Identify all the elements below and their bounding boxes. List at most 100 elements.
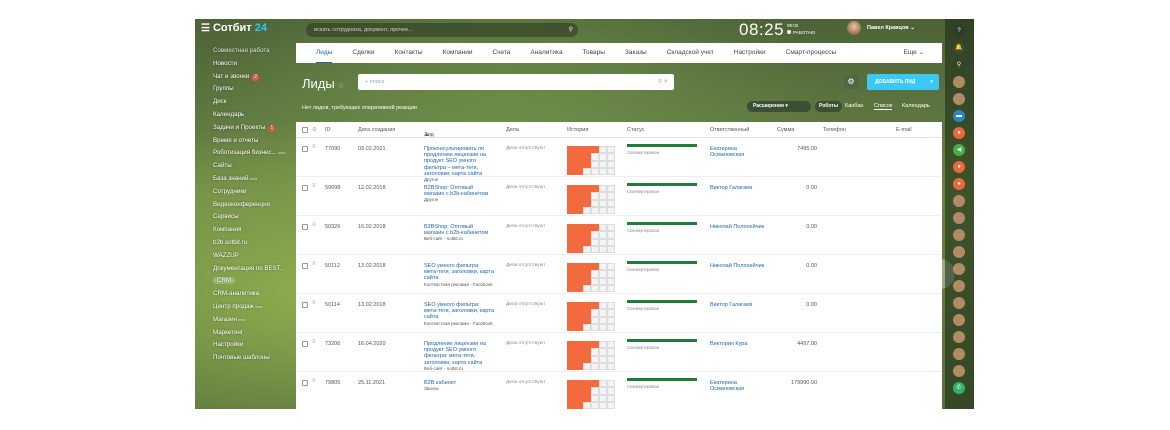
lead-name-link[interactable]: B2BShop: Оптовый магазин с b2b-кабинетом… (424, 185, 494, 202)
workday-status[interactable]: 09:00 РАБОТАЮ (787, 22, 815, 36)
sidebar-item[interactable]: Календарь (195, 109, 295, 122)
extensions-button[interactable]: Расширения ▾ (747, 101, 811, 112)
row-menu-icon[interactable]: ≡ (312, 261, 316, 267)
search-icon[interactable]: ⚲ (956, 62, 962, 68)
status-cell[interactable]: Сконвертирован (627, 144, 697, 155)
sidebar-item[interactable]: Видеоконференции (195, 199, 295, 212)
status-cell[interactable]: Сконвертирован (627, 261, 697, 272)
chevron-down-icon[interactable]: ▾ (930, 79, 933, 85)
lead-name-link[interactable]: SEO умного фильтра: мета-теги, заголовки… (424, 302, 494, 326)
row-checkbox[interactable] (302, 302, 308, 308)
responsible-link[interactable]: Николай Полонейчик (710, 224, 765, 230)
table-row[interactable]: ≡ 50112 13.02.2018 SEO умного фильтра: мета… (296, 255, 942, 294)
row-menu-icon[interactable]: ≡ (312, 183, 316, 189)
sidebar-item[interactable]: Диск (195, 96, 295, 109)
sidebar-item[interactable]: Время и отчеты (195, 135, 295, 148)
row-checkbox[interactable] (302, 146, 308, 152)
row-menu-icon[interactable]: ≡ (312, 222, 316, 228)
sidebar-item[interactable]: Настройки (195, 339, 295, 352)
status-cell[interactable]: Сконвертирован (627, 339, 697, 350)
row-checkbox[interactable] (302, 380, 308, 386)
responsible-link[interactable]: Виктор Галагаев (710, 302, 753, 308)
sidebar-item[interactable]: Компания (195, 224, 295, 237)
status-cell[interactable]: Сконвертирован (627, 300, 697, 311)
sidebar-item[interactable]: Почтовые шаблоны (195, 352, 295, 365)
sidebar-item[interactable]: WAZZUP (195, 250, 295, 263)
tab-item[interactable]: Счета (492, 49, 511, 56)
tab-more[interactable]: Еще ⌄ (904, 43, 925, 63)
tab-item[interactable]: Сделки (352, 49, 375, 56)
col-history[interactable]: История (567, 127, 589, 133)
sidebar-item[interactable]: База знанийbeta (195, 173, 295, 186)
responsible-link[interactable]: Екатерина Османовская (710, 380, 745, 393)
tab-item[interactable]: Контакты (394, 49, 423, 56)
sidebar-item[interactable]: Сайты (195, 160, 295, 173)
row-menu-icon[interactable]: ≡ (312, 378, 316, 384)
sidebar-item[interactable]: Задачи и Проекты 1 (195, 122, 295, 135)
col-status[interactable]: Статус (627, 127, 645, 133)
search-clear-icon[interactable]: ⚲ ✕ (657, 79, 668, 85)
sidebar-item[interactable]: Магазинbeta (195, 314, 295, 327)
filter-search-input[interactable]: + поиск ⚲ ✕ (358, 74, 674, 90)
view-calendar[interactable]: Календарь (902, 103, 930, 109)
avatar[interactable] (953, 93, 965, 105)
status-cell[interactable]: Сконвертирован (627, 222, 697, 233)
avatar[interactable] (953, 365, 965, 377)
col-email[interactable]: E-mail (896, 127, 912, 133)
status-cell[interactable]: Сконвертирован (627, 183, 697, 194)
table-row[interactable]: ≡ 50114 13.02.2018 SEO умного фильтра: мета… (296, 294, 942, 333)
view-list[interactable]: Список (874, 103, 893, 110)
avatar[interactable] (953, 297, 965, 309)
tab-item[interactable]: Заказы (624, 49, 647, 56)
responsible-link[interactable]: Николай Полонейчик (710, 263, 765, 269)
phone-icon[interactable]: ✆ (953, 382, 965, 394)
row-checkbox[interactable] (302, 341, 308, 347)
row-checkbox[interactable] (302, 224, 308, 230)
sidebar-item[interactable]: Документация по BEST... (195, 263, 295, 276)
col-id[interactable]: ID (325, 127, 331, 133)
lead-name-link[interactable]: B2B кабинет Звонок (424, 380, 494, 391)
sidebar-item[interactable]: Сервисы (195, 211, 295, 224)
tab-item[interactable]: Лиды (316, 43, 333, 63)
sidebar-item[interactable]: CRM-аналитика (195, 288, 295, 301)
col-sum[interactable]: Сумма (777, 127, 795, 133)
global-search-input[interactable]: искать сотрудника, документ, прочее... ⚲ (306, 23, 578, 37)
search-icon[interactable]: ⚲ (568, 27, 573, 33)
sidebar-item[interactable]: Центр продажnew (195, 301, 295, 314)
sidebar-item[interactable]: Новости (195, 58, 295, 71)
row-checkbox[interactable] (302, 185, 308, 191)
lead-name-link[interactable]: SEO умного фильтра: мета-теги, заголовки… (424, 263, 494, 287)
user-avatar[interactable] (847, 21, 861, 35)
add-lead-button[interactable]: ДОБАВИТЬ ЛИД ▾ (867, 74, 939, 90)
sidebar-item[interactable]: b2b.sotbit.ru (195, 237, 295, 250)
group-icon[interactable]: ● (953, 178, 965, 190)
sidebar-item[interactable]: Роботизация бизнес...beta (195, 147, 295, 160)
menu-burger-icon[interactable]: ☰ (201, 23, 210, 34)
avatar[interactable] (953, 280, 965, 292)
row-menu-icon[interactable]: ≡ (312, 300, 316, 306)
table-row[interactable]: ≡ 77090 03.02.2021 Проконсультировать по пр… (296, 138, 942, 182)
avatar[interactable] (953, 246, 965, 258)
star-icon[interactable]: ☆ (337, 81, 345, 90)
columns-settings-icon[interactable]: ⚙ (312, 127, 317, 133)
responsible-link[interactable]: Виктория Кура (710, 341, 748, 347)
clock[interactable]: 08:25 (739, 20, 785, 39)
help-icon[interactable]: ? (953, 25, 965, 37)
sidebar-item[interactable]: Группы (195, 83, 295, 96)
sidebar-item[interactable]: Чат и звонки 2 (195, 71, 295, 84)
table-row[interactable]: ≡ 73206 16.04.2020 Продление лицензии на пр… (296, 333, 942, 372)
row-menu-icon[interactable]: ≡ (312, 144, 316, 150)
table-row[interactable]: ≡ 59098 12.02.2018 B2BShop: Оптовый магазин… (296, 177, 942, 216)
avatar[interactable] (953, 348, 965, 360)
tab-item[interactable]: Аналитика (530, 49, 563, 56)
avatar[interactable] (953, 212, 965, 224)
view-kanban[interactable]: Канбан (845, 103, 864, 109)
tab-item[interactable]: Компании (442, 49, 473, 56)
sidebar-item[interactable]: Маркетинг (195, 327, 295, 340)
avatar[interactable] (953, 331, 965, 343)
avatar[interactable] (953, 195, 965, 207)
brand-logo[interactable]: ☰ Сотбит 24 (201, 22, 267, 34)
sidebar-item[interactable]: CRM (195, 275, 295, 288)
lead-name-link[interactable]: Продление лицензии на продукт SEO умного… (424, 341, 494, 371)
avatar[interactable] (953, 263, 965, 275)
